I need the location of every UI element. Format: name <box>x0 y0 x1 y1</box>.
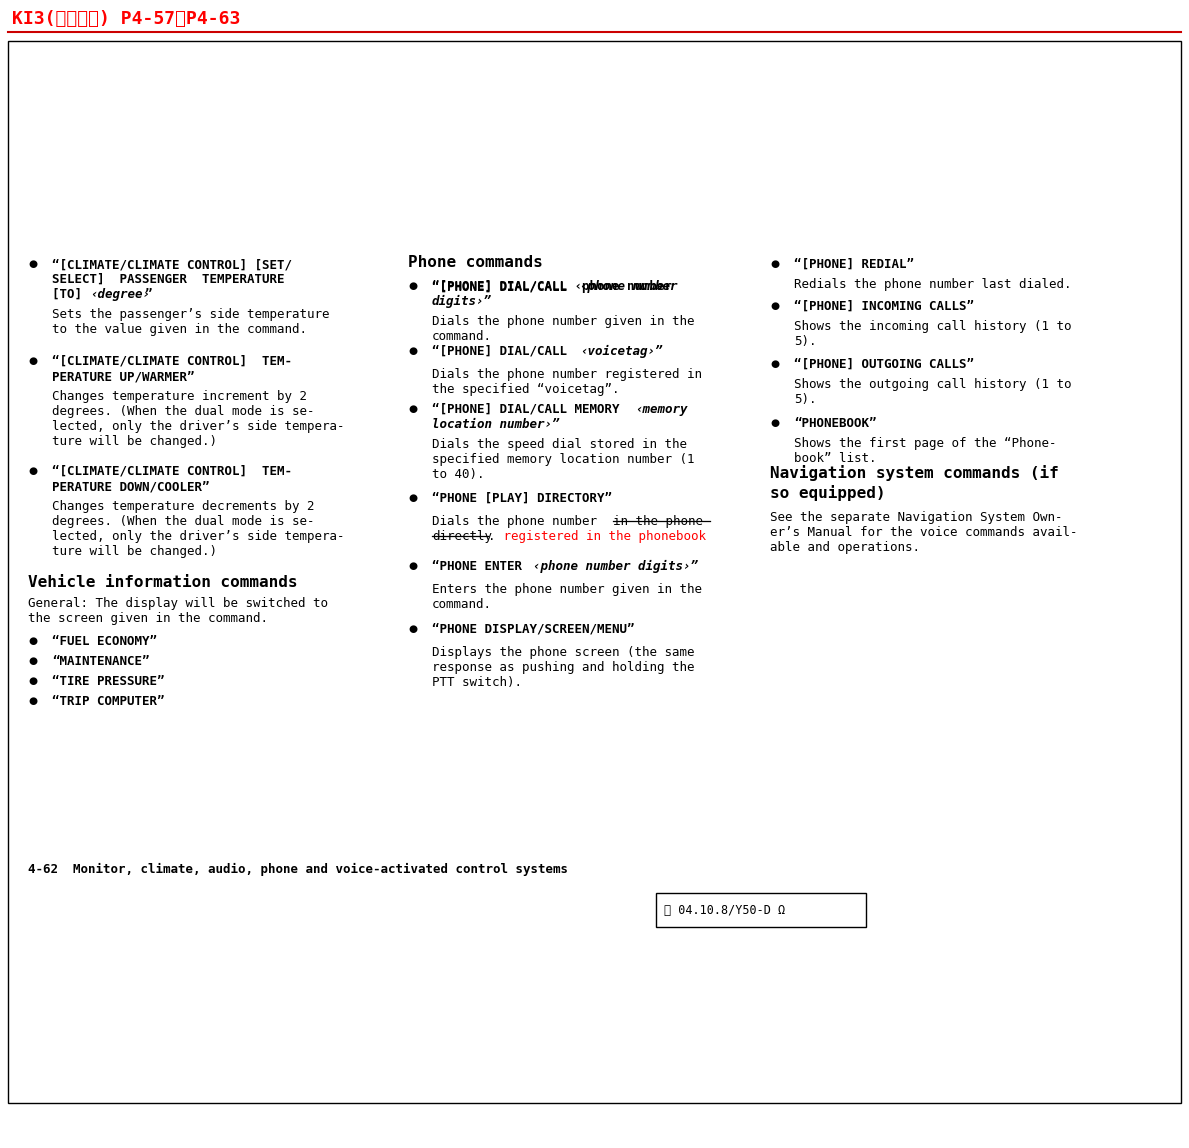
Text: in the phone: in the phone <box>614 515 703 528</box>
Text: ●: ● <box>29 259 37 269</box>
Text: See the separate Navigation System Own-: See the separate Navigation System Own- <box>770 511 1063 523</box>
Text: able and operations.: able and operations. <box>770 541 920 554</box>
FancyBboxPatch shape <box>656 893 866 926</box>
Text: PERATURE UP/WARMER”: PERATURE UP/WARMER” <box>52 370 195 383</box>
Text: ‹memory: ‹memory <box>635 403 687 416</box>
Text: Changes temperature decrements by 2: Changes temperature decrements by 2 <box>52 501 315 513</box>
Text: ”: ” <box>144 288 151 301</box>
Text: command.: command. <box>432 329 492 343</box>
Text: ●: ● <box>408 346 417 356</box>
Text: Dials the phone number given in the: Dials the phone number given in the <box>432 315 694 328</box>
Text: Sets the passenger’s side temperature: Sets the passenger’s side temperature <box>52 308 329 321</box>
Text: ●: ● <box>408 492 417 503</box>
Text: KI3(音声認識) P4-57～P4-63: KI3(音声認識) P4-57～P4-63 <box>12 10 240 28</box>
Text: .: . <box>487 530 496 543</box>
Text: ●: ● <box>29 676 37 687</box>
Text: ‹phone number: ‹phone number <box>580 280 678 293</box>
Text: “[CLIMATE/CLIMATE CONTROL] [SET/: “[CLIMATE/CLIMATE CONTROL] [SET/ <box>52 258 292 271</box>
Text: lected, only the driver’s side tempera-: lected, only the driver’s side tempera- <box>52 420 345 433</box>
Text: registered in the phonebook: registered in the phonebook <box>496 530 706 543</box>
Text: degrees. (When the dual mode is se-: degrees. (When the dual mode is se- <box>52 405 315 418</box>
Text: ℧ 04.10.8/Y50-D Ω: ℧ 04.10.8/Y50-D Ω <box>663 903 785 917</box>
Text: Vehicle information commands: Vehicle information commands <box>29 575 297 590</box>
Text: ●: ● <box>408 625 417 634</box>
Text: PTT switch).: PTT switch). <box>432 676 522 689</box>
Text: Phone commands: Phone commands <box>408 255 542 270</box>
Text: ●: ● <box>29 636 37 646</box>
Text: “[PHONE] OUTGOING CALLS”: “[PHONE] OUTGOING CALLS” <box>794 358 974 371</box>
Text: “MAINTENANCE”: “MAINTENANCE” <box>52 656 150 668</box>
Text: “PHONE ENTER: “PHONE ENTER <box>432 560 529 573</box>
Text: Changes temperature increment by 2: Changes temperature increment by 2 <box>52 390 307 403</box>
Text: “[PHONE] DIAL/CALL: “[PHONE] DIAL/CALL <box>432 280 574 293</box>
Text: ‹voicetag›”: ‹voicetag›” <box>580 346 662 358</box>
Text: ●: ● <box>408 561 417 571</box>
Text: book” list.: book” list. <box>794 452 876 465</box>
Text: “[PHONE] REDIAL”: “[PHONE] REDIAL” <box>794 258 914 271</box>
Text: “[CLIMATE/CLIMATE CONTROL]  TEM-: “[CLIMATE/CLIMATE CONTROL] TEM- <box>52 465 292 478</box>
Text: 5).: 5). <box>794 393 817 406</box>
Text: er’s Manual for the voice commands avail-: er’s Manual for the voice commands avail… <box>770 526 1077 540</box>
FancyBboxPatch shape <box>8 41 1181 1103</box>
Text: so equipped): so equipped) <box>770 484 886 501</box>
Text: location number›”: location number›” <box>432 418 560 430</box>
Text: specified memory location number (1: specified memory location number (1 <box>432 453 694 466</box>
Text: “PHONE DISPLAY/SCREEN/MENU”: “PHONE DISPLAY/SCREEN/MENU” <box>432 623 635 636</box>
Text: “FUEL ECONOMY”: “FUEL ECONOMY” <box>52 635 157 647</box>
Text: “[PHONE] INCOMING CALLS”: “[PHONE] INCOMING CALLS” <box>794 300 974 313</box>
Text: Navigation system commands (if: Navigation system commands (if <box>770 465 1058 481</box>
Text: SELECT]  PASSENGER  TEMPERATURE: SELECT] PASSENGER TEMPERATURE <box>52 273 284 286</box>
Text: “[CLIMATE/CLIMATE CONTROL]  TEM-: “[CLIMATE/CLIMATE CONTROL] TEM- <box>52 355 292 369</box>
Text: response as pushing and holding the: response as pushing and holding the <box>432 661 694 674</box>
Text: ●: ● <box>29 656 37 666</box>
Text: Shows the first page of the “Phone-: Shows the first page of the “Phone- <box>794 437 1057 450</box>
Text: “[PHONE] DIAL/CALL: “[PHONE] DIAL/CALL <box>432 346 574 358</box>
Text: Dials the phone number registered in: Dials the phone number registered in <box>432 369 702 381</box>
Text: degrees. (When the dual mode is se-: degrees. (When the dual mode is se- <box>52 515 315 528</box>
Text: “[PHONE] DIAL/CALL MEMORY: “[PHONE] DIAL/CALL MEMORY <box>432 403 627 416</box>
Text: Shows the incoming call history (1 to: Shows the incoming call history (1 to <box>794 320 1071 333</box>
Text: ●: ● <box>408 281 417 290</box>
Text: directly: directly <box>432 530 492 543</box>
Text: “TIRE PRESSURE”: “TIRE PRESSURE” <box>52 675 164 688</box>
Text: ●: ● <box>770 418 779 428</box>
Text: “PHONEBOOK”: “PHONEBOOK” <box>794 417 876 430</box>
Text: “[PHONE] DIAL/CALL ‹phone number: “[PHONE] DIAL/CALL ‹phone number <box>432 280 672 293</box>
Text: ture will be changed.): ture will be changed.) <box>52 435 218 448</box>
Text: ●: ● <box>29 696 37 706</box>
Text: the specified “voicetag”.: the specified “voicetag”. <box>432 383 619 396</box>
Text: PERATURE DOWN/COOLER”: PERATURE DOWN/COOLER” <box>52 480 209 492</box>
Text: digits›”: digits›” <box>432 295 492 308</box>
Text: ‹phone number digits›”: ‹phone number digits›” <box>533 560 698 573</box>
Text: Dials the speed dial stored in the: Dials the speed dial stored in the <box>432 439 687 451</box>
Text: ●: ● <box>770 259 779 269</box>
Text: Dials the phone number: Dials the phone number <box>432 515 604 528</box>
Text: ●: ● <box>770 301 779 311</box>
Text: 4-62  Monitor, climate, audio, phone and voice-activated control systems: 4-62 Monitor, climate, audio, phone and … <box>29 863 568 876</box>
Text: lected, only the driver’s side tempera-: lected, only the driver’s side tempera- <box>52 530 345 543</box>
Text: Redials the phone number last dialed.: Redials the phone number last dialed. <box>794 278 1071 290</box>
Text: ●: ● <box>29 466 37 476</box>
Text: ture will be changed.): ture will be changed.) <box>52 545 218 558</box>
Text: Shows the outgoing call history (1 to: Shows the outgoing call history (1 to <box>794 378 1071 391</box>
Text: “PHONE [PLAY] DIRECTORY”: “PHONE [PLAY] DIRECTORY” <box>432 492 612 505</box>
Text: to 40).: to 40). <box>432 468 484 481</box>
Text: “TRIP COMPUTER”: “TRIP COMPUTER” <box>52 695 164 708</box>
Text: Displays the phone screen (the same: Displays the phone screen (the same <box>432 646 694 659</box>
Text: [TO]: [TO] <box>52 288 89 301</box>
Text: the screen given in the command.: the screen given in the command. <box>29 612 268 625</box>
Text: Enters the phone number given in the: Enters the phone number given in the <box>432 583 702 596</box>
Text: General: The display will be switched to: General: The display will be switched to <box>29 597 328 610</box>
Text: 5).: 5). <box>794 335 817 348</box>
Text: ●: ● <box>29 356 37 366</box>
Text: command.: command. <box>432 598 492 611</box>
Text: ●: ● <box>770 359 779 369</box>
Text: ‹degree›: ‹degree› <box>90 288 150 301</box>
Text: ●: ● <box>408 404 417 414</box>
Text: to the value given in the command.: to the value given in the command. <box>52 323 307 336</box>
